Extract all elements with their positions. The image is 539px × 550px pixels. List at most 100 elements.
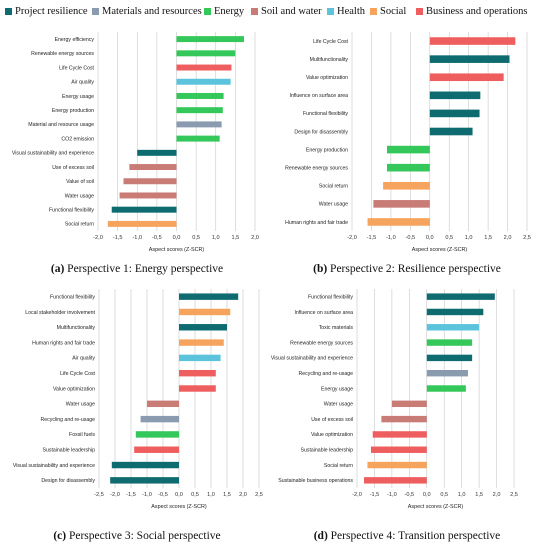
legend-item-business-operations: Business and operations xyxy=(416,6,528,17)
bar-influence-on-surface-area xyxy=(426,308,484,316)
category-label: Fossil fuels xyxy=(69,432,95,438)
x-tick-label: 0,0 xyxy=(426,235,434,241)
legend-swatch xyxy=(92,8,99,15)
bar-water-usage xyxy=(119,192,177,199)
category-label: Energy usage xyxy=(321,386,353,392)
bar-renewable-energy-sources xyxy=(176,50,236,57)
category-label: Sustainable leadership xyxy=(43,448,96,454)
legend-item-social: Social xyxy=(370,6,406,17)
x-tick-label: -1,5 xyxy=(370,492,380,498)
caption-d-letter: (d) xyxy=(313,530,328,542)
x-tick-label: -2,0 xyxy=(352,492,362,498)
legend-swatch xyxy=(416,8,423,15)
legend-label: Soil and water xyxy=(261,6,322,17)
category-label: Social return xyxy=(324,463,353,469)
x-tick-label: -0,5 xyxy=(405,492,415,498)
category-label: Life Cycle Cost xyxy=(60,371,95,377)
category-label: Air quality xyxy=(71,80,94,86)
category-label: Multifunctionality xyxy=(310,57,349,63)
bar-energy-usage xyxy=(426,385,466,392)
x-tick-label: -0,5 xyxy=(158,492,168,498)
legend-swatch xyxy=(327,8,334,15)
bar-value-of-soil xyxy=(123,178,177,185)
category-label: Human rights and fair trade xyxy=(32,340,95,346)
x-tick-label: 1,0 xyxy=(458,492,466,498)
category-label: Functional flexibility xyxy=(50,294,95,300)
bar-renewable-energy-sources xyxy=(426,339,473,346)
x-axis-title: Aspect scores (Z-SCR) xyxy=(412,247,468,253)
category-label: Use of excess soil xyxy=(52,165,94,171)
category-label: Sustainable business operations xyxy=(278,478,353,484)
legend: Project resilience Materials and resourc… xyxy=(0,0,539,24)
legend-swatch xyxy=(204,8,211,15)
x-tick-label: -1,5 xyxy=(126,492,136,498)
category-label: Recycling and re-usage xyxy=(299,371,354,377)
caption-b: (b) Perspective 2: Resilience perspectiv… xyxy=(280,263,534,275)
bar-sustainable-business-operations xyxy=(363,477,427,484)
category-label: Water usage xyxy=(324,402,353,408)
legend-item-soil-water: Soil and water xyxy=(251,6,322,17)
legend-item-project-resilience: Project resilience xyxy=(5,6,88,17)
category-label: Influence on surface area xyxy=(294,310,353,316)
bar-recycling-and-re-usage xyxy=(140,415,179,423)
bar-multifunctionality xyxy=(179,324,227,331)
legend-swatch xyxy=(251,8,258,15)
chart-panel-b: -2,0 -1,5 -1,0 -0,5 0,0 0,5 1,0 1,5 2,0 2,5 Aspect… xyxy=(285,32,531,253)
category-label: Energy production xyxy=(52,108,94,114)
x-tick-label: 0,0 xyxy=(173,235,181,241)
category-label: Local stakeholder involvement xyxy=(25,310,95,316)
bar-human-rights-and-fair-trade xyxy=(179,339,224,346)
bar-life-cycle-cost xyxy=(179,369,216,377)
bar-influence-on-surface-area xyxy=(429,91,481,100)
legend-item-health: Health xyxy=(327,6,365,17)
chart-panel-a: -2,0 -1,5 -1,0 -0,5 0,0 0,5 1,0 1,5 2,0 Aspect sc… xyxy=(12,32,259,253)
category-label: Toxic materials xyxy=(319,325,354,331)
category-label: Sustainable leadership xyxy=(301,448,354,454)
bar-water-usage xyxy=(373,200,430,208)
x-tick-label: 2,5 xyxy=(510,492,518,498)
x-tick-label: -2,5 xyxy=(94,492,104,498)
category-label: CO2 emission xyxy=(61,136,94,142)
x-tick-label: -1,5 xyxy=(367,235,377,241)
x-tick-label: 1,5 xyxy=(223,492,231,498)
x-tick-label: -0,5 xyxy=(406,235,416,241)
bar-social-return xyxy=(367,461,427,469)
x-tick-label: 0,0 xyxy=(175,492,183,498)
legend-label: Social xyxy=(380,6,407,17)
category-label: Multifunctionality xyxy=(57,325,96,331)
bar-multifunctionality xyxy=(429,55,510,63)
bar-toxic-materials xyxy=(426,324,480,331)
x-tick-label: 0,5 xyxy=(440,492,448,498)
x-tick-label: -1,0 xyxy=(142,492,152,498)
category-label: Value optimization xyxy=(311,432,353,438)
bar-life-cycle-cost xyxy=(176,64,232,71)
bar-fossil-fuels xyxy=(135,431,179,438)
x-tick-label: -2,0 xyxy=(347,235,357,241)
bar-visual-sustainability-and-experience xyxy=(137,149,177,156)
category-label: Energy usage xyxy=(62,94,94,100)
legend-label: Health xyxy=(337,6,365,17)
category-label: Water usage xyxy=(65,193,94,199)
category-label: Visual sustainability and experience xyxy=(13,463,95,469)
category-label: Visual sustainability and experience xyxy=(12,151,94,157)
bar-value-optimization xyxy=(179,385,216,392)
bar-use-of-excess-soil xyxy=(381,415,427,423)
bar-renewable-energy-sources xyxy=(387,163,430,172)
legend-item-energy: Energy xyxy=(204,6,244,17)
x-tick-label: 2,5 xyxy=(523,235,531,241)
bar-air-quality xyxy=(176,78,231,85)
x-tick-label: 0,5 xyxy=(191,492,199,498)
caption-c: (c) Perspective 3: Social perspective xyxy=(10,530,264,542)
category-label: Social return xyxy=(65,222,94,228)
chart-panel-d: -2,0 -1,5 -1,0 -0,5 0,0 0,5 1,0 1,5 2,0 2,5 Aspect… xyxy=(271,289,518,510)
category-label: Life Cycle Cost xyxy=(59,65,94,71)
bar-value-optimization xyxy=(429,73,504,82)
x-tick-label: 1,5 xyxy=(484,235,492,241)
caption-a-text: Perspective 1: Energy perspective xyxy=(64,263,224,275)
x-tick-label: 2,0 xyxy=(504,235,512,241)
caption-b-text: Perspective 2: Resilience perspective xyxy=(327,263,501,275)
x-tick-label: 1,5 xyxy=(231,235,239,241)
bar-functional-flexibility xyxy=(429,109,480,118)
caption-a-letter: (a) xyxy=(50,263,65,275)
x-tick-label: 2,0 xyxy=(493,492,501,498)
